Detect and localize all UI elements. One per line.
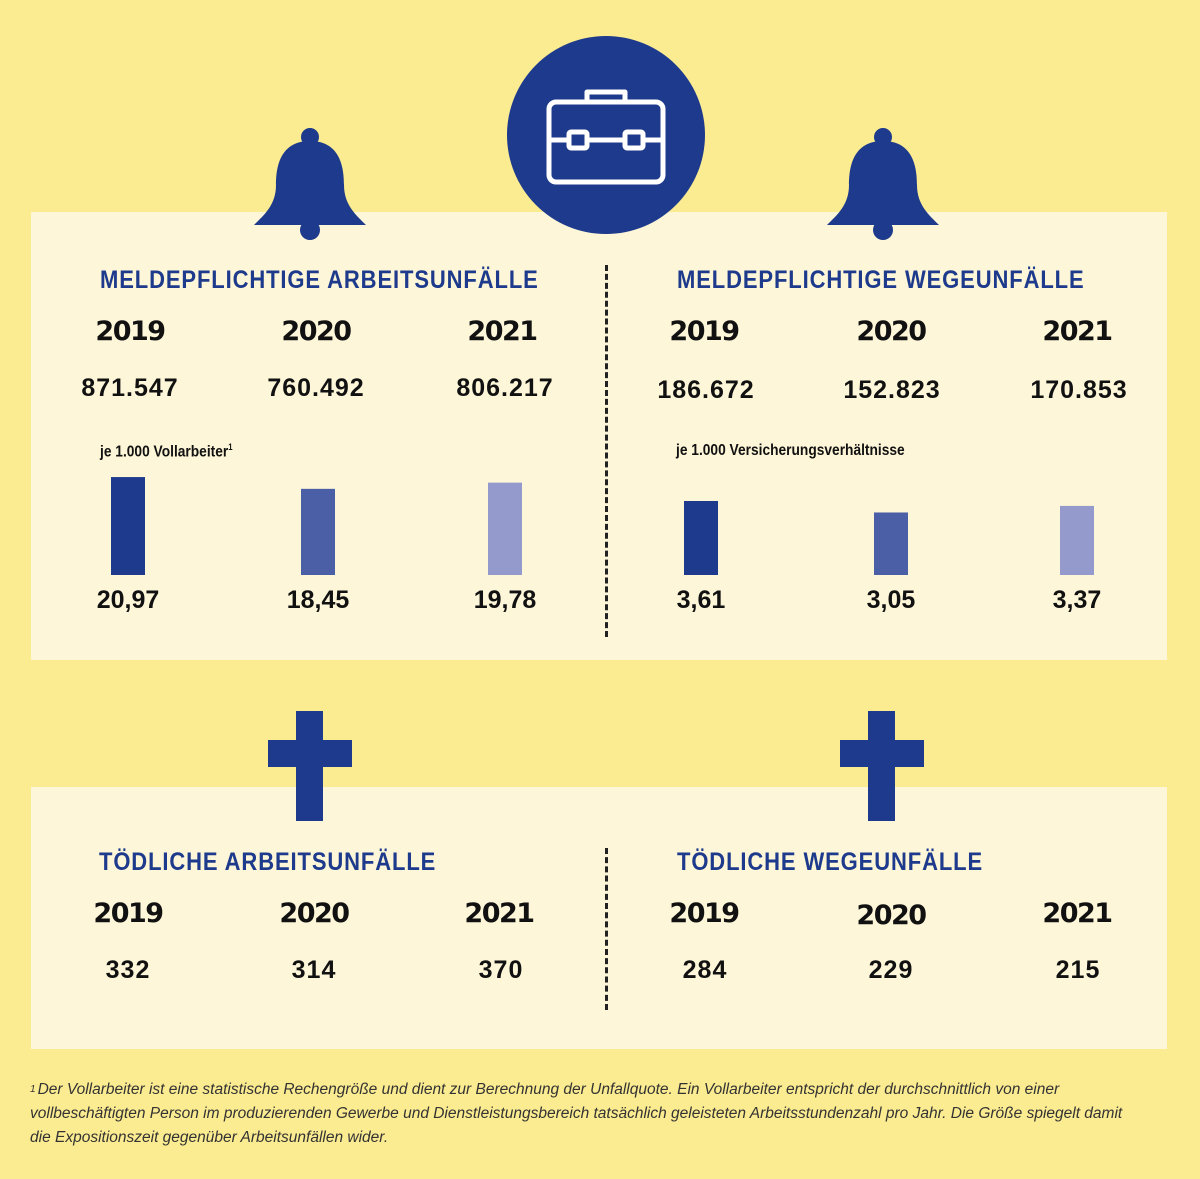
year-label: 2020 <box>856 900 927 931</box>
briefcase-icon <box>507 36 705 234</box>
bottom-panel <box>31 787 1167 1049</box>
top-divider <box>605 265 608 637</box>
year-label: 2021 <box>1042 316 1113 347</box>
section-title-fatal-commute: TÖDLICHE WEGEUNFÄLLE <box>677 848 984 876</box>
bar-2021 <box>1060 505 1094 575</box>
footnote-marker: 1 <box>228 442 233 452</box>
top-panel <box>31 212 1167 660</box>
bottom-divider <box>605 848 608 1010</box>
total-value: 284 <box>682 956 728 984</box>
total-value: 186.672 <box>657 376 755 404</box>
section-title-work-accidents: MELDEPFLICHTIGE ARBEITSUNFÄLLE <box>100 266 539 294</box>
total-value: 170.853 <box>1030 376 1128 404</box>
cross-icon <box>268 711 352 821</box>
bar-value-label: 18,45 <box>287 586 350 614</box>
rate-label: je 1.000 Vollarbeiter1 <box>100 442 233 461</box>
footnote-text: Der Vollarbeiter ist eine statistische R… <box>30 1081 1123 1146</box>
year-label: 2021 <box>1042 898 1113 929</box>
total-value: 229 <box>868 956 914 984</box>
bar-2019 <box>684 500 718 575</box>
bar-2020 <box>301 488 335 575</box>
year-label: 2020 <box>856 316 927 347</box>
total-value: 215 <box>1055 956 1101 984</box>
total-value: 152.823 <box>843 376 941 404</box>
total-value: 370 <box>478 956 524 984</box>
bar-chart-commute-rate: 3,61 3,05 3,37 <box>677 500 1102 614</box>
total-value: 760.492 <box>267 374 365 402</box>
bar-value-label: 3,61 <box>677 586 726 614</box>
bar-value-label: 3,05 <box>867 586 916 614</box>
year-label: 2019 <box>93 898 164 929</box>
bar-chart-work-rate: 20,97 18,45 19,78 <box>97 477 537 614</box>
section-title-commute-accidents: MELDEPFLICHTIGE WEGEUNFÄLLE <box>677 266 1085 294</box>
total-value: 806.217 <box>456 374 554 402</box>
year-label: 2021 <box>464 898 535 929</box>
section-title-fatal-work: TÖDLICHE ARBEITSUNFÄLLE <box>99 848 437 876</box>
footnote-marker: 1 <box>30 1084 36 1095</box>
total-value: 314 <box>291 956 337 984</box>
year-label: 2021 <box>467 316 538 347</box>
year-label: 2020 <box>281 316 352 347</box>
bell-icon <box>254 128 366 240</box>
total-value: 332 <box>105 956 151 984</box>
rate-label: je 1.000 Versicherungsverhältnisse <box>676 442 905 459</box>
bar-value-label: 3,37 <box>1053 586 1102 614</box>
bar-2021 <box>488 482 522 575</box>
bar-value-label: 19,78 <box>474 586 537 614</box>
bell-icon <box>827 128 939 240</box>
year-label: 2019 <box>95 316 166 347</box>
bar-2019 <box>111 477 145 575</box>
total-value: 871.547 <box>81 374 179 402</box>
year-label: 2019 <box>669 316 740 347</box>
footnote: 1 Der Vollarbeiter ist eine statistische … <box>30 1078 1140 1150</box>
cross-icon <box>840 711 924 821</box>
rate-label-text: je 1.000 Vollarbeiter <box>100 443 229 461</box>
year-label: 2020 <box>279 898 350 929</box>
bar-value-label: 20,97 <box>97 586 160 614</box>
bar-2020 <box>874 512 908 575</box>
year-label: 2019 <box>669 898 740 929</box>
